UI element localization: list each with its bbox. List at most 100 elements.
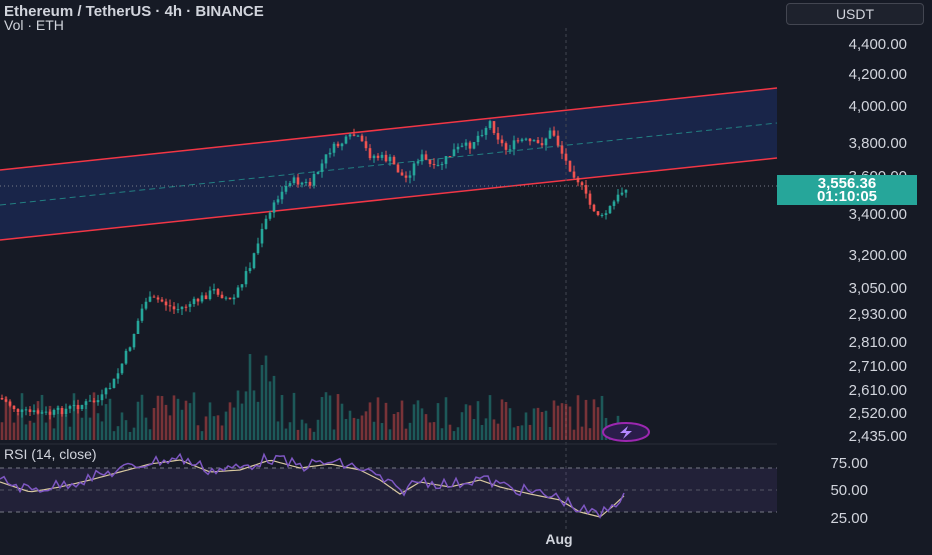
volume-bar bbox=[128, 431, 132, 440]
volume-bar bbox=[172, 395, 176, 440]
candle-body bbox=[240, 284, 244, 288]
candle-body bbox=[308, 181, 312, 186]
volume-bar bbox=[76, 406, 80, 440]
rsi-tick-label: 75.00 bbox=[830, 455, 868, 472]
candle-body bbox=[568, 160, 572, 172]
lightning-icon[interactable] bbox=[602, 422, 650, 442]
volume-bar bbox=[40, 394, 44, 440]
volume-bar bbox=[568, 406, 572, 440]
candle-body bbox=[424, 154, 428, 160]
volume-bar bbox=[532, 408, 536, 440]
volume-bar bbox=[288, 422, 292, 440]
candle-body bbox=[332, 143, 336, 153]
candle-body bbox=[620, 192, 624, 195]
candle-body bbox=[540, 143, 544, 146]
price-axis[interactable]: 4,400.004,200.004,000.003,800.003,600.00… bbox=[849, 36, 907, 445]
candle-body bbox=[536, 140, 540, 144]
volume-bar bbox=[196, 425, 200, 440]
candle-body bbox=[212, 289, 216, 291]
candle-body bbox=[460, 145, 464, 147]
volume-bar bbox=[380, 423, 384, 440]
candle-body bbox=[216, 289, 220, 295]
candle-body bbox=[444, 156, 448, 165]
candle-body bbox=[612, 201, 616, 206]
candle-body bbox=[272, 202, 276, 213]
candle-body bbox=[168, 305, 172, 307]
candle-body bbox=[4, 399, 8, 402]
symbol-title[interactable]: Ethereum / TetherUS · 4h · BINANCE bbox=[4, 3, 264, 20]
candle-body bbox=[260, 228, 264, 244]
candle-body bbox=[476, 135, 480, 143]
candle-body bbox=[52, 409, 56, 415]
candle-body bbox=[456, 146, 460, 150]
candle-body bbox=[408, 175, 412, 178]
candle-body bbox=[12, 405, 16, 410]
volume-bar bbox=[116, 426, 120, 440]
volume-bar bbox=[56, 406, 60, 440]
volume-bar bbox=[412, 404, 416, 440]
volume-bar bbox=[72, 393, 76, 440]
channel-lower-line[interactable] bbox=[0, 157, 778, 241]
volume-bar bbox=[596, 407, 600, 440]
volume-bar bbox=[144, 417, 148, 440]
volume-bar bbox=[164, 404, 168, 440]
candle-body bbox=[496, 133, 500, 140]
candle-body bbox=[364, 141, 368, 149]
volume-bar bbox=[240, 403, 244, 440]
candlesticks bbox=[0, 119, 628, 420]
candle-body bbox=[380, 154, 384, 158]
candle-body bbox=[280, 191, 284, 200]
candle-body bbox=[504, 143, 508, 150]
volume-bar bbox=[244, 391, 248, 440]
candle-body bbox=[580, 182, 584, 186]
currency-button[interactable]: USDT bbox=[786, 3, 924, 25]
candle-body bbox=[312, 174, 316, 186]
price-tick-label: 2,710.00 bbox=[849, 358, 907, 375]
volume-legend[interactable]: Vol · ETH bbox=[4, 17, 64, 33]
volume-bar bbox=[272, 375, 276, 440]
rsi-line bbox=[0, 452, 625, 519]
bar-countdown: 01:10:05 bbox=[816, 188, 878, 205]
price-tick-label: 3,400.00 bbox=[849, 206, 907, 223]
volume-bar bbox=[268, 381, 272, 440]
candle-body bbox=[464, 142, 468, 146]
price-tick-label: 2,610.00 bbox=[849, 382, 907, 399]
candle-body bbox=[232, 297, 236, 300]
volume-bar bbox=[552, 400, 556, 440]
candle-body bbox=[440, 164, 444, 166]
price-tick-label: 4,400.00 bbox=[849, 36, 907, 53]
volume-bar bbox=[504, 401, 508, 440]
volume-bar bbox=[408, 422, 412, 440]
candle-body bbox=[304, 181, 308, 183]
volume-bar bbox=[344, 418, 348, 440]
volume-bar bbox=[428, 422, 432, 440]
rsi-legend[interactable]: RSI (14, close) bbox=[4, 446, 97, 462]
volume-bar bbox=[100, 421, 104, 440]
candle-body bbox=[120, 363, 124, 374]
candle-body bbox=[324, 154, 328, 164]
candle-body bbox=[436, 164, 440, 166]
rsi-tick-label: 50.00 bbox=[830, 482, 868, 499]
channel-upper-line[interactable] bbox=[0, 87, 778, 171]
volume-bar bbox=[348, 410, 352, 440]
volume-bar bbox=[304, 423, 308, 440]
volume-bar bbox=[484, 418, 488, 440]
volume-bar bbox=[140, 394, 144, 440]
candle-body bbox=[24, 409, 28, 411]
candle-body bbox=[144, 301, 148, 309]
candle-body bbox=[564, 153, 568, 161]
candle-body bbox=[432, 164, 436, 166]
volume-bar bbox=[508, 408, 512, 440]
volume-bar bbox=[572, 429, 576, 440]
rsi-axis[interactable]: 75.00 50.00 25.00 bbox=[830, 455, 868, 527]
volume-bar bbox=[176, 398, 180, 440]
candle-body bbox=[132, 333, 136, 348]
volume-bar bbox=[36, 401, 40, 440]
candle-body bbox=[512, 140, 516, 150]
candle-body bbox=[252, 253, 256, 269]
rsi-moving-average bbox=[0, 459, 625, 518]
candle-body bbox=[416, 161, 420, 164]
volume-bar bbox=[4, 396, 8, 440]
